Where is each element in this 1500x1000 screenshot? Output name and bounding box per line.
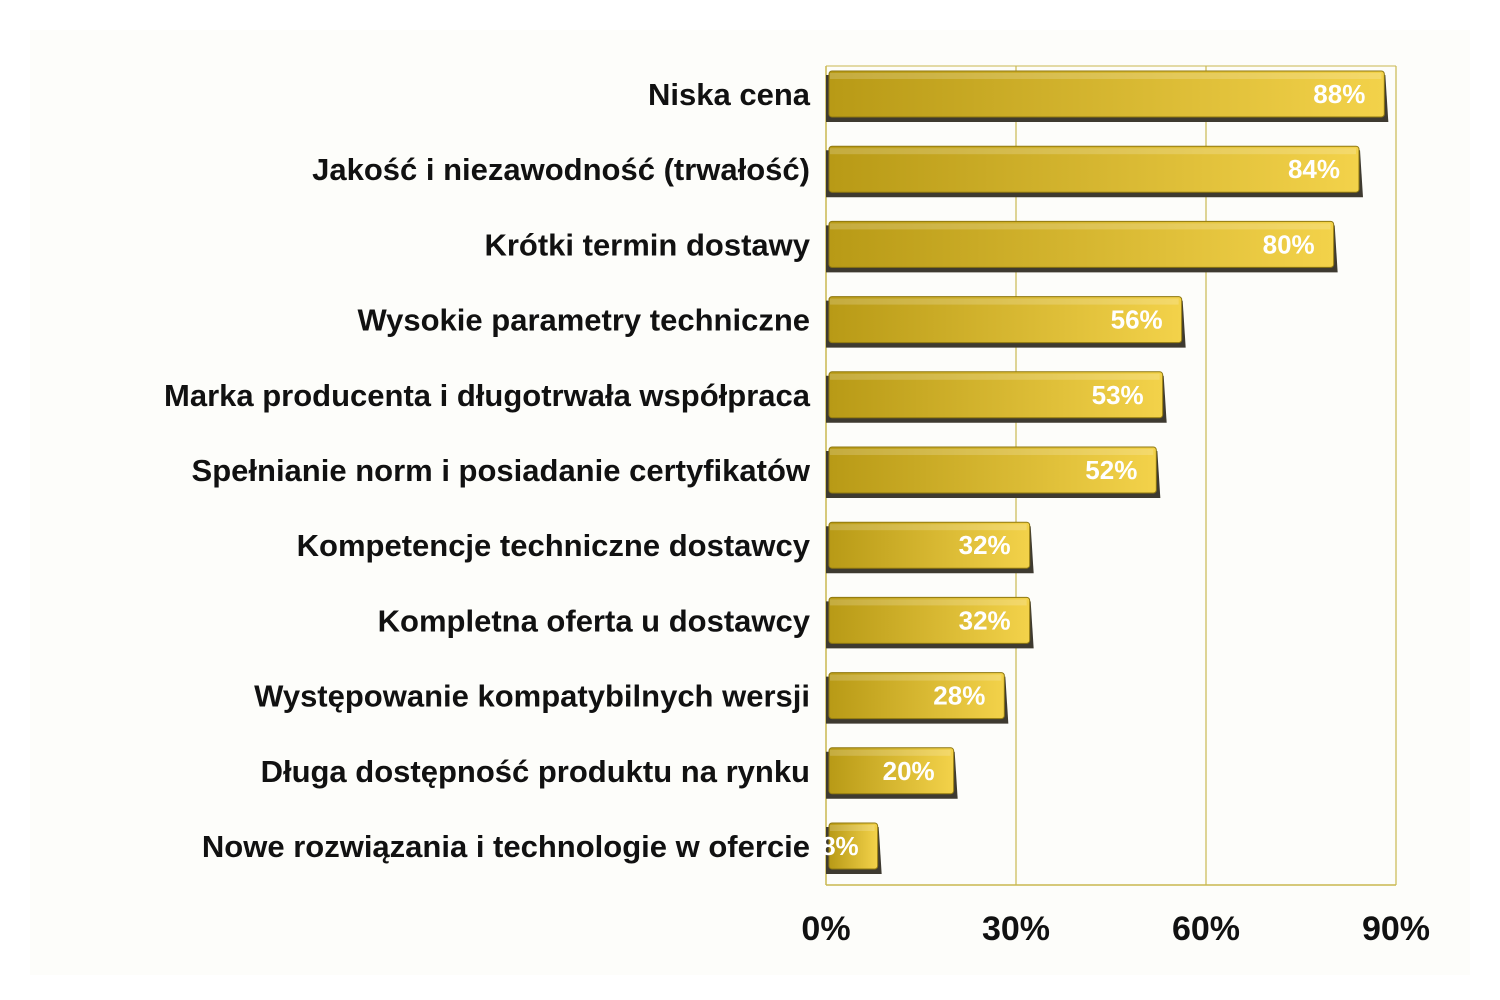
category-label: Nowe rozwiązania i technologie w ofercie	[202, 829, 810, 864]
bar-highlight	[830, 73, 1382, 79]
bar-highlight	[830, 825, 875, 831]
x-tick-label: 90%	[1362, 910, 1430, 948]
data-label: 53%	[1092, 380, 1144, 410]
category-label: Niska cena	[648, 77, 811, 112]
bar-highlight	[830, 674, 1002, 681]
chart-area: 88% Niska cena 84% Jakość i niezawodność (t…	[30, 30, 1470, 975]
category-label: Krótki termin dostawy	[484, 227, 810, 262]
category-label: Wysokie parametry techniczne	[357, 303, 810, 338]
category-label: Kompletna oferta u dostawcy	[378, 603, 811, 638]
bar	[828, 70, 1385, 118]
data-label: 8%	[821, 831, 859, 861]
data-label: 80%	[1263, 229, 1315, 259]
bar-highlight	[830, 749, 951, 756]
bar	[828, 371, 1164, 419]
bar	[828, 521, 1031, 569]
category-label: Występowanie kompatybilnych wersji	[254, 679, 810, 714]
x-tick-label: 30%	[982, 910, 1050, 948]
data-label: 56%	[1111, 305, 1163, 335]
bar-highlight	[830, 373, 1160, 380]
data-label: 88%	[1313, 79, 1365, 109]
bar-highlight	[830, 524, 1027, 531]
bar-highlight	[830, 148, 1356, 155]
bar-highlight	[830, 223, 1331, 230]
bar	[828, 596, 1031, 644]
bar-highlight	[830, 298, 1179, 305]
category-label: Spełnianie norm i posiadanie certyfikató…	[192, 453, 811, 488]
category-label: Kompetencje techniczne dostawcy	[297, 528, 811, 563]
category-label: Długa dostępność produktu na rynku	[261, 754, 810, 789]
data-label: 32%	[959, 605, 1011, 635]
bar	[828, 446, 1157, 494]
bar	[828, 822, 879, 870]
bar	[828, 747, 955, 795]
bar-highlight	[830, 599, 1027, 606]
bar	[828, 145, 1360, 193]
category-label: Marka producenta i długotrwała współprac…	[164, 378, 811, 413]
ticks-layer: 0% 30% 60% 90%	[801, 910, 1430, 948]
labels-layer: 88% Niska cena 84% Jakość i niezawodność (t…	[164, 77, 1365, 864]
data-label: 84%	[1288, 154, 1340, 184]
data-label: 52%	[1085, 455, 1137, 485]
data-label: 20%	[883, 756, 935, 786]
bar-highlight	[830, 449, 1154, 455]
bar	[828, 672, 1005, 720]
x-tick-label: 0%	[801, 910, 850, 948]
bar	[828, 296, 1183, 344]
bars-layer	[826, 70, 1389, 874]
data-label: 28%	[933, 681, 985, 711]
x-tick-label: 60%	[1172, 910, 1240, 948]
bar	[828, 220, 1335, 268]
bar-chart: 88% Niska cena 84% Jakość i niezawodność (t…	[164, 65, 1430, 948]
data-label: 32%	[959, 530, 1011, 560]
category-label: Jakość i niezawodność (trwałość)	[312, 152, 810, 187]
